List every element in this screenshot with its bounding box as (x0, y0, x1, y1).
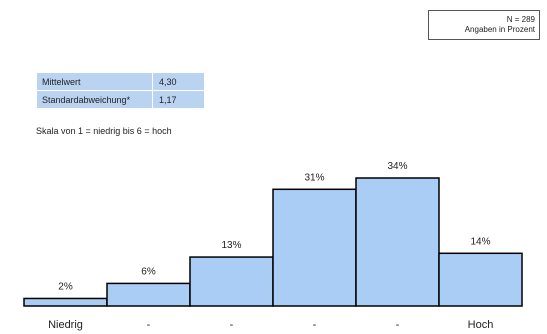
mean-value: 4,30 (152, 72, 205, 91)
unit-label: Angaben in Prozent (464, 25, 535, 34)
value-label-1: 2% (58, 281, 73, 292)
bar-2 (106, 282, 191, 307)
category-label-4: - (313, 319, 317, 331)
value-label-4: 31% (304, 172, 324, 183)
category-label-2: - (147, 319, 151, 331)
bar-3 (189, 256, 274, 307)
sample-info-box: N = 289 Angaben in Prozent (428, 10, 540, 40)
bar-6 (438, 252, 523, 307)
bar-5 (355, 177, 440, 307)
value-label-6: 14% (470, 236, 490, 247)
category-label-6: Hoch (468, 319, 494, 331)
bar-1 (23, 297, 108, 307)
sd-value: 1,17 (152, 90, 205, 109)
scale-note: Skala von 1 = niedrig bis 6 = hoch (36, 126, 172, 136)
value-label-5: 34% (387, 161, 407, 172)
category-label-5: - (396, 319, 400, 331)
stats-row-mean: Mittelwert 4,30 (36, 72, 205, 91)
bar-4 (272, 188, 357, 307)
stats-table: Mittelwert 4,30 Standardabweichung* 1,17 (36, 72, 205, 109)
category-label-3: - (230, 319, 234, 331)
category-label-1: Niedrig (48, 319, 83, 331)
value-label-2: 6% (141, 266, 156, 277)
value-label-3: 13% (221, 240, 241, 251)
sample-size-label: N = 289 (506, 15, 535, 24)
sd-label: Standardabweichung* (36, 90, 153, 109)
stats-row-sd: Standardabweichung* 1,17 (36, 90, 205, 109)
